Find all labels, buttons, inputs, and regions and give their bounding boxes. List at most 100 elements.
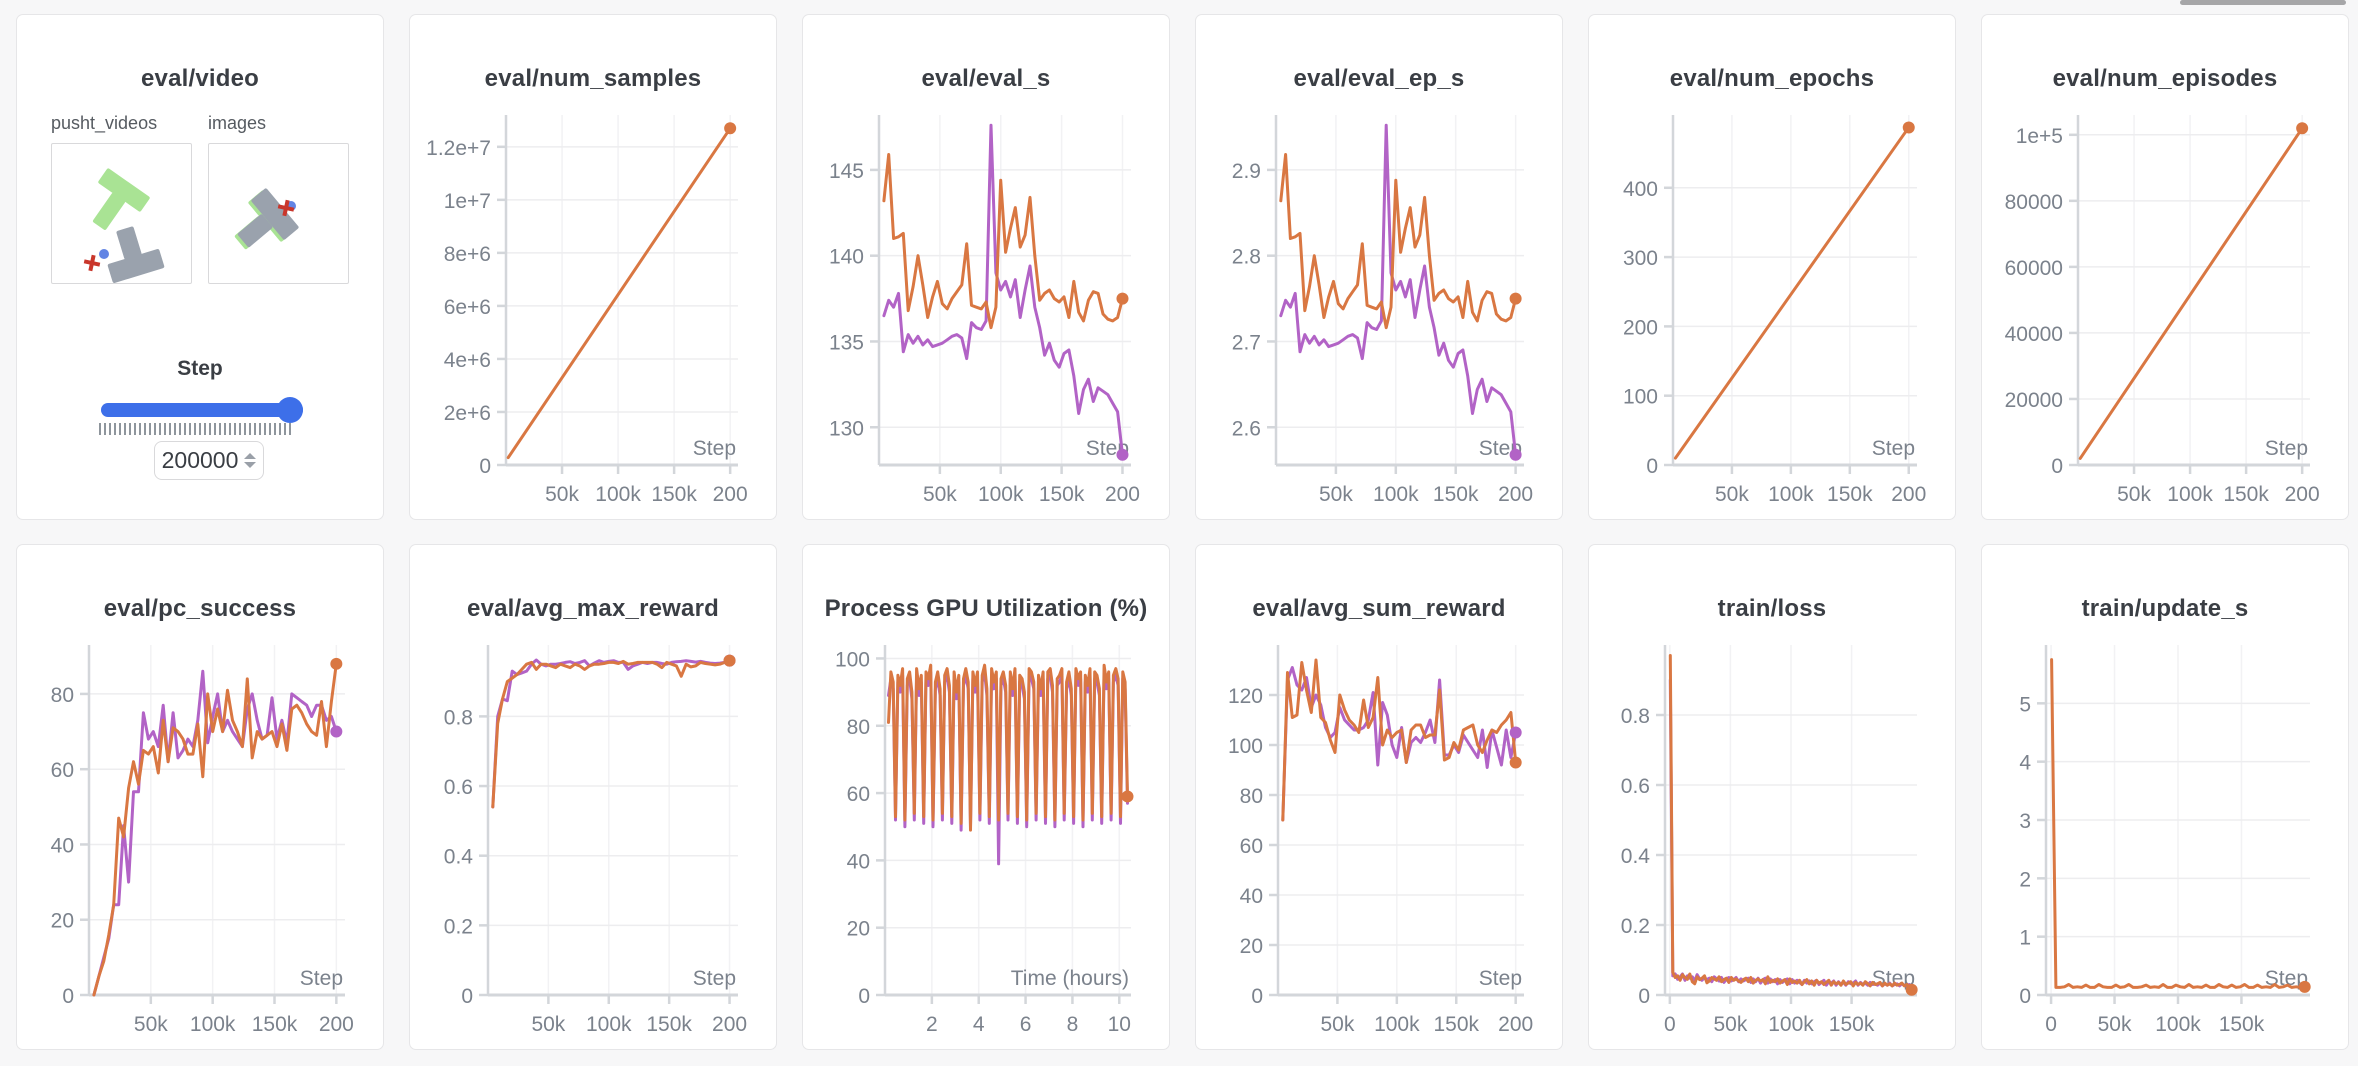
svg-text:400: 400 xyxy=(1623,178,1658,201)
series-line-orange xyxy=(491,659,731,809)
svg-text:200: 200 xyxy=(319,1013,354,1036)
series-end-dot-orange xyxy=(1509,756,1522,769)
svg-text:20: 20 xyxy=(1240,935,1263,958)
series-line-purple xyxy=(1279,123,1518,457)
svg-text:200: 200 xyxy=(713,483,748,506)
chart-canvas[interactable]: 0 0.2 0.4 0.6 0.8 0 50k 100k 150k Step xyxy=(1589,545,1955,1049)
series-line-orange xyxy=(1279,153,1518,330)
svg-text:0.2: 0.2 xyxy=(1621,915,1650,938)
svg-text:1: 1 xyxy=(2019,927,2031,950)
panel-process-gpu-utilization: Process GPU Utilization (%) 0 20 40 60 80 100… xyxy=(802,544,1170,1050)
chart-canvas[interactable]: 0 20 40 60 80 100 2 4 6 8 10 Time (hours) xyxy=(803,545,1169,1049)
video-panel-title: eval/video xyxy=(140,65,260,92)
svg-text:50k: 50k xyxy=(1713,1013,1747,1036)
svg-text:150k: 150k xyxy=(646,1013,692,1036)
chart-title: eval/pc_success xyxy=(103,595,297,622)
chart-canvas[interactable]: 2.6 2.7 2.8 2.9 50k 100k 150k 200 Step xyxy=(1196,15,1562,519)
svg-text:0.4: 0.4 xyxy=(444,846,474,869)
chart-canvas[interactable]: 130 135 140 145 50k 100k 150k 200 Step xyxy=(803,15,1169,519)
svg-text:0.6: 0.6 xyxy=(1621,775,1650,798)
series-end-dot-orange xyxy=(1116,292,1129,305)
chart-canvas[interactable]: 0 20000 40000 60000 80000 1e+5 50k 100k 150k 200 S… xyxy=(1982,15,2348,519)
panel-eval-eval-ep-s: eval/eval_ep_s 2.6 2.7 2.8 2.9 50k 100k 150k 20… xyxy=(1195,14,1563,520)
svg-text:60: 60 xyxy=(847,783,870,806)
svg-text:40: 40 xyxy=(51,834,74,857)
stepper-arrows[interactable] xyxy=(244,453,257,468)
chart-canvas[interactable]: 0 20 40 60 80 100 120 50k 100k 150k 200 Step xyxy=(1196,545,1562,1049)
media-label-pusht-videos: pusht_videos xyxy=(51,113,158,133)
chart-title: eval/avg_max_reward xyxy=(467,595,719,622)
svg-text:200: 200 xyxy=(1498,1013,1533,1036)
svg-text:20: 20 xyxy=(847,918,870,941)
stepper-down-icon[interactable] xyxy=(244,462,257,468)
svg-text:2: 2 xyxy=(926,1013,938,1036)
svg-text:4: 4 xyxy=(2019,752,2031,775)
svg-text:150k: 150k xyxy=(1039,483,1085,506)
goal-t-shape xyxy=(92,168,150,230)
series-end-dot-orange xyxy=(723,654,736,667)
chart-title: eval/eval_ep_s xyxy=(1293,65,1465,92)
svg-text:2.8: 2.8 xyxy=(1232,246,1261,269)
svg-text:50k: 50k xyxy=(545,483,579,506)
svg-text:200: 200 xyxy=(712,1013,747,1036)
svg-text:150k: 150k xyxy=(2219,1013,2265,1036)
svg-text:Step: Step xyxy=(300,967,343,990)
series-line-orange xyxy=(92,662,338,997)
series-line-orange xyxy=(506,126,732,460)
svg-text:5: 5 xyxy=(2019,693,2031,716)
horizontal-scrollbar[interactable] xyxy=(2180,0,2346,5)
svg-text:2e+6: 2e+6 xyxy=(444,402,491,425)
svg-text:150k: 150k xyxy=(252,1013,298,1036)
svg-text:50k: 50k xyxy=(1715,483,1749,506)
svg-text:0: 0 xyxy=(858,985,870,1008)
svg-text:100k: 100k xyxy=(1768,483,1814,506)
svg-text:135: 135 xyxy=(829,331,864,354)
step-slider-track[interactable] xyxy=(101,403,303,417)
step-input-value[interactable]: 200000 xyxy=(161,447,239,473)
media-thumbnail-pusht-videos[interactable] xyxy=(51,143,192,284)
chart-canvas[interactable]: 0 2e+6 4e+6 6e+6 8e+6 1e+7 1.2e+7 50k 100k 150k 20… xyxy=(410,15,776,519)
chart-canvas[interactable]: 0 100 200 300 400 50k 100k 150k 200 Step xyxy=(1589,15,1955,519)
svg-text:40: 40 xyxy=(847,850,870,873)
chart-title: train/loss xyxy=(1717,595,1827,622)
series-end-dot-orange xyxy=(2296,122,2309,135)
series-line-orange xyxy=(2078,126,2304,460)
svg-text:100k: 100k xyxy=(2167,483,2213,506)
svg-text:50k: 50k xyxy=(134,1013,168,1036)
media-thumbnail-images[interactable] xyxy=(208,143,349,284)
step-slider-thumb[interactable] xyxy=(277,397,303,423)
svg-text:4: 4 xyxy=(973,1013,985,1036)
step-input[interactable]: 200000 xyxy=(154,441,264,480)
chart-title: Process GPU Utilization (%) xyxy=(824,595,1148,622)
chart-canvas[interactable]: 0 1 2 3 4 5 0 50k 100k 150k Step xyxy=(1982,545,2348,1049)
svg-text:100k: 100k xyxy=(2155,1013,2201,1036)
object-t-shape xyxy=(237,188,299,248)
svg-text:150k: 150k xyxy=(1827,483,1873,506)
svg-text:Time (hours): Time (hours) xyxy=(1011,967,1129,990)
series-end-dot-purple xyxy=(330,725,343,738)
stepper-up-icon[interactable] xyxy=(244,453,257,459)
chart-canvas[interactable]: 0 20 40 60 80 50k 100k 150k 200 Step xyxy=(17,545,383,1049)
svg-text:4e+6: 4e+6 xyxy=(444,349,491,372)
chart-canvas[interactable]: 0 0.2 0.4 0.6 0.8 50k 100k 150k 200 Step xyxy=(410,545,776,1049)
series-end-dot-orange xyxy=(1121,790,1134,803)
svg-text:6: 6 xyxy=(1020,1013,1032,1036)
svg-text:80: 80 xyxy=(847,716,870,739)
panel-train-loss: train/loss 0 0.2 0.4 0.6 0.8 0 50k 100k 150k Step xyxy=(1588,544,1956,1050)
svg-text:0.6: 0.6 xyxy=(444,776,473,799)
chart-svg-eval-num_epochs: 0 100 200 300 400 50k 100k 150k 200 Step xyxy=(1623,115,1926,506)
panel-eval-video: eval/video pusht_videos images xyxy=(16,14,384,520)
svg-text:100k: 100k xyxy=(1374,1013,1420,1036)
step-slider[interactable] xyxy=(17,391,383,431)
svg-text:0.2: 0.2 xyxy=(444,915,473,938)
svg-text:0: 0 xyxy=(1646,455,1658,478)
panel-eval-num-epochs: eval/num_epochs 0 100 200 300 400 50k 100k 150k… xyxy=(1588,14,1956,520)
chart-title: eval/num_episodes xyxy=(2052,65,2278,92)
svg-text:150k: 150k xyxy=(1829,1013,1875,1036)
series-line-orange xyxy=(2050,658,2307,989)
panel-eval-avg-sum-reward: eval/avg_sum_reward 0 20 40 60 80 100 120 50k 10… xyxy=(1195,544,1563,1050)
svg-text:0: 0 xyxy=(2019,985,2031,1008)
series-line-orange xyxy=(882,153,1124,330)
svg-text:2.9: 2.9 xyxy=(1232,160,1261,183)
